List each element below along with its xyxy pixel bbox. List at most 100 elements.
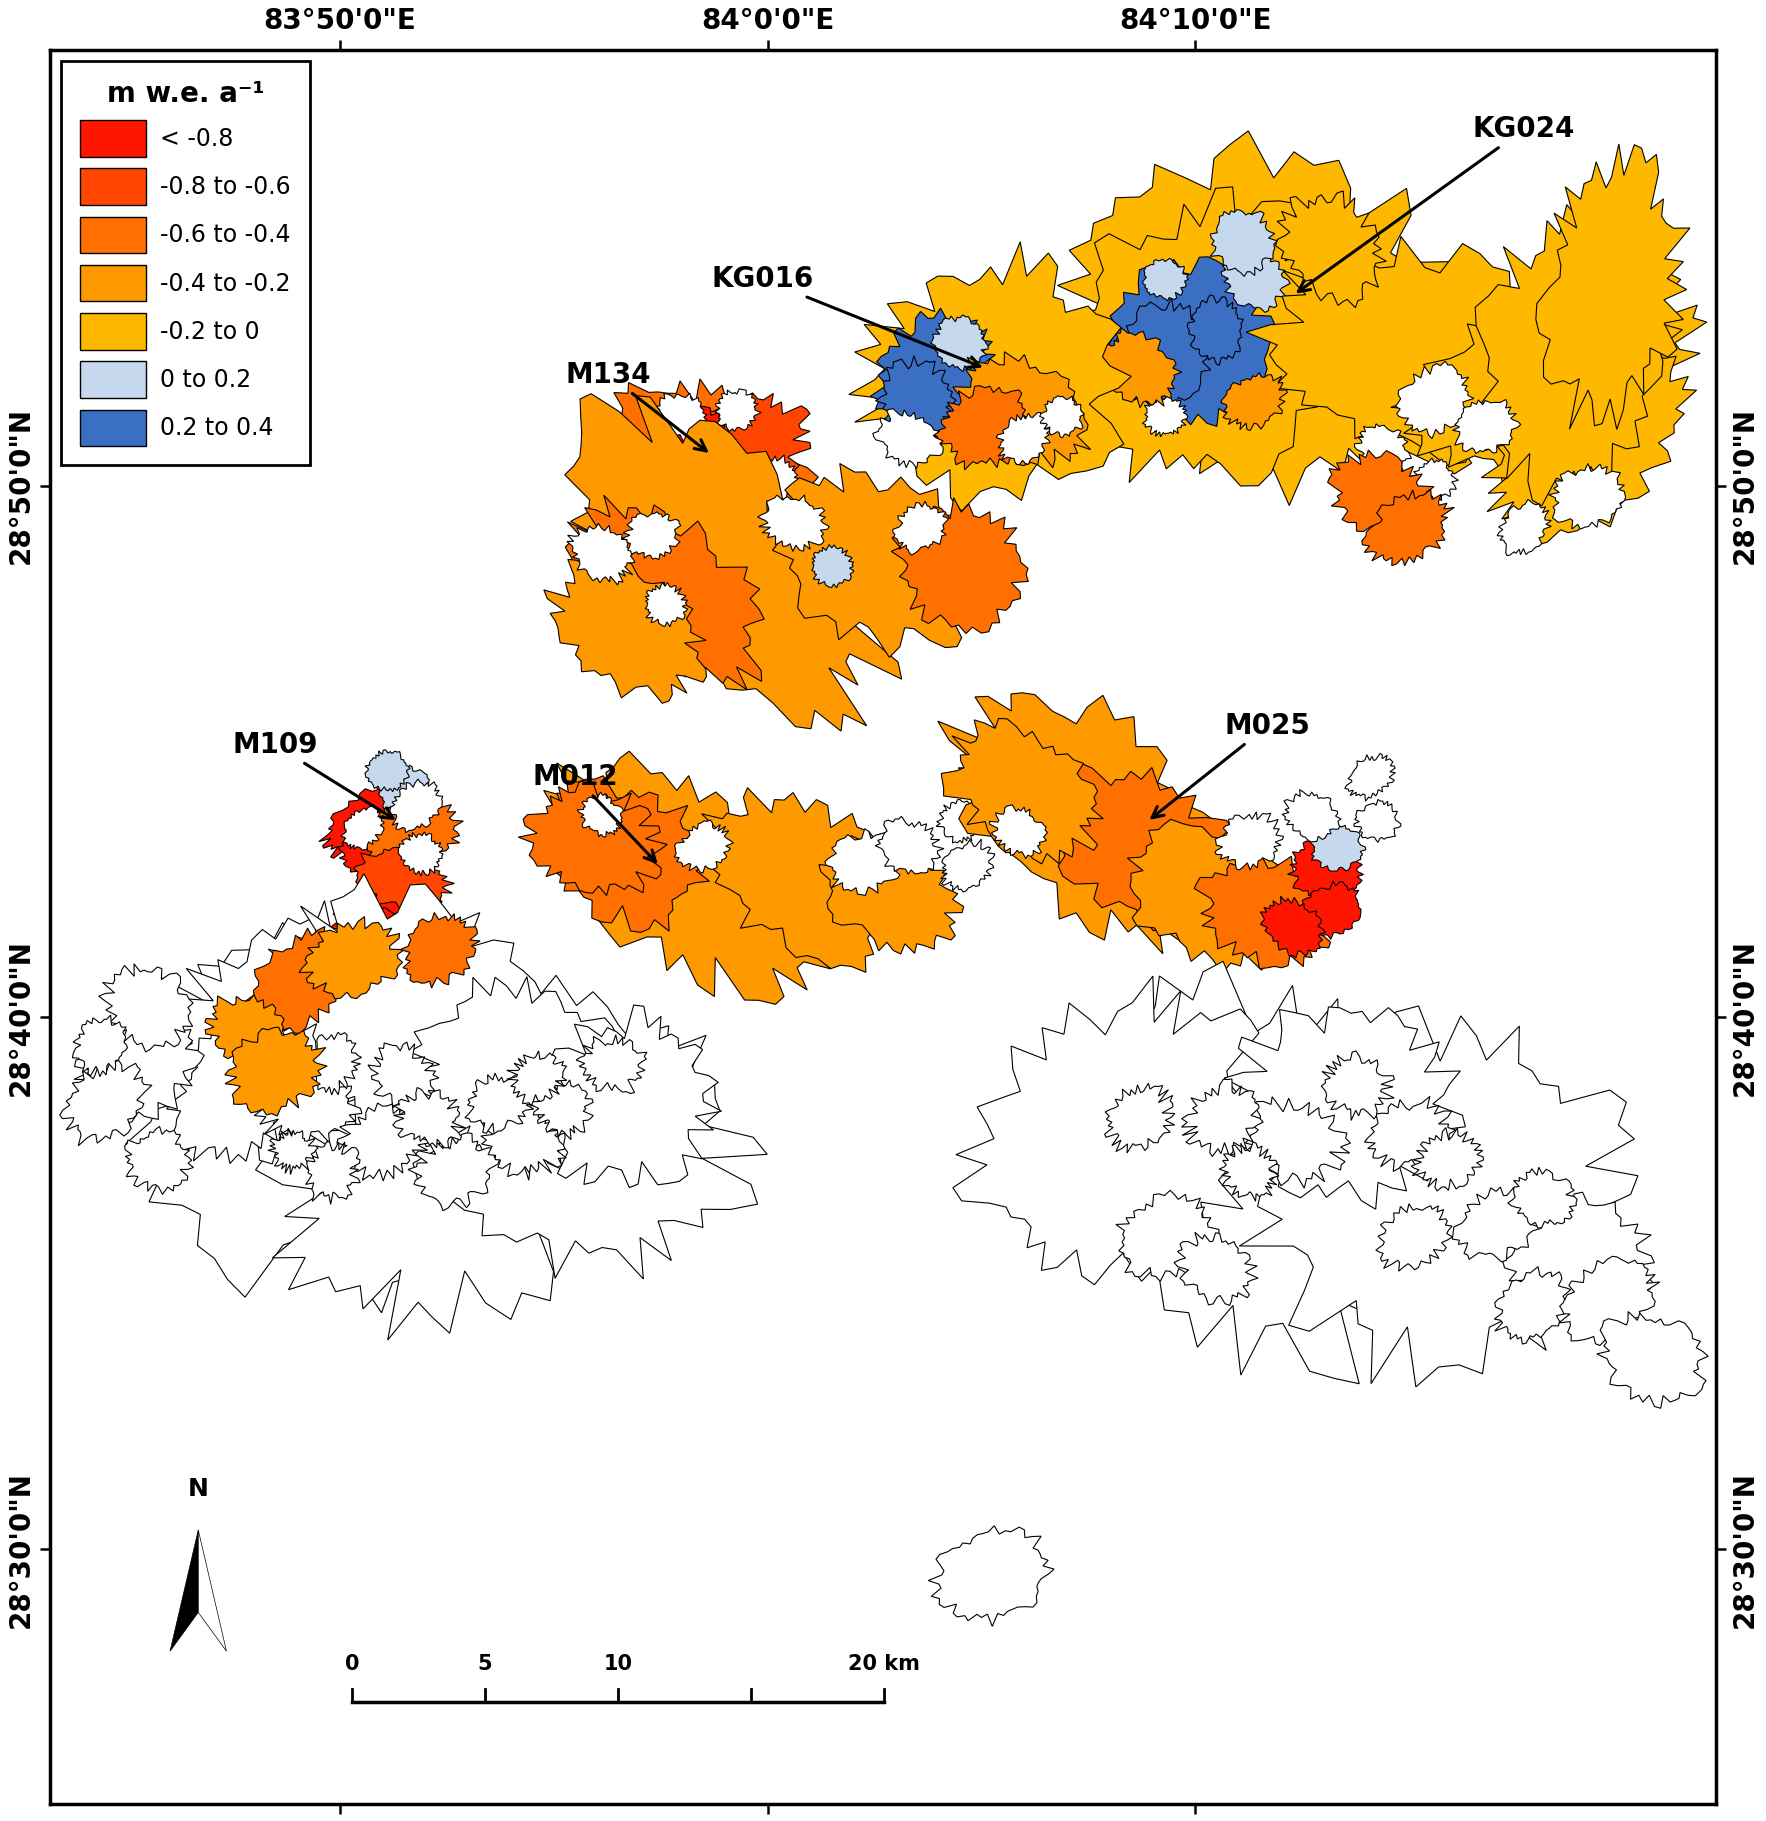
Polygon shape xyxy=(682,479,738,534)
Polygon shape xyxy=(1261,896,1326,958)
Polygon shape xyxy=(1376,1204,1452,1271)
Polygon shape xyxy=(286,1060,376,1133)
Polygon shape xyxy=(1109,257,1277,426)
Polygon shape xyxy=(1411,1127,1483,1191)
Polygon shape xyxy=(268,1129,318,1175)
Polygon shape xyxy=(1116,1191,1219,1282)
Polygon shape xyxy=(1411,459,1459,503)
Polygon shape xyxy=(1346,754,1395,801)
Polygon shape xyxy=(872,408,943,468)
Polygon shape xyxy=(1558,1256,1660,1346)
Polygon shape xyxy=(1210,209,1277,277)
Polygon shape xyxy=(1596,1311,1708,1408)
Text: 0: 0 xyxy=(344,1653,360,1673)
Legend: < -0.8, -0.8 to -0.6, -0.6 to -0.4, -0.4 to -0.2, -0.2 to 0, 0 to 0.2, 0.2 to 0.: < -0.8, -0.8 to -0.6, -0.6 to -0.4, -0.4… xyxy=(62,62,311,464)
Polygon shape xyxy=(480,1102,567,1176)
Polygon shape xyxy=(1038,761,1254,951)
Text: M025: M025 xyxy=(1151,712,1310,818)
Polygon shape xyxy=(1296,881,1362,940)
Polygon shape xyxy=(646,481,694,524)
Polygon shape xyxy=(894,501,948,555)
Polygon shape xyxy=(565,393,902,732)
Polygon shape xyxy=(1494,1193,1655,1320)
Polygon shape xyxy=(668,393,811,503)
Polygon shape xyxy=(1224,1007,1466,1209)
Polygon shape xyxy=(256,980,645,1340)
Polygon shape xyxy=(1220,373,1287,430)
Polygon shape xyxy=(517,779,668,896)
Polygon shape xyxy=(332,880,442,941)
Polygon shape xyxy=(989,805,1047,858)
Polygon shape xyxy=(652,393,708,443)
Polygon shape xyxy=(300,1022,415,1107)
Polygon shape xyxy=(125,901,533,1313)
Text: KG024: KG024 xyxy=(1298,115,1575,291)
Polygon shape xyxy=(954,976,1268,1286)
Polygon shape xyxy=(125,1127,194,1195)
Polygon shape xyxy=(941,719,1104,863)
Polygon shape xyxy=(170,1530,198,1652)
Polygon shape xyxy=(1508,1167,1577,1227)
Polygon shape xyxy=(533,776,715,932)
Polygon shape xyxy=(1321,1051,1395,1120)
Polygon shape xyxy=(1143,395,1189,437)
Polygon shape xyxy=(1536,144,1690,430)
Polygon shape xyxy=(849,242,1132,512)
Polygon shape xyxy=(408,1133,500,1211)
Polygon shape xyxy=(1104,1083,1174,1153)
Polygon shape xyxy=(254,1056,362,1145)
Polygon shape xyxy=(954,351,1091,468)
Polygon shape xyxy=(1287,839,1363,905)
Polygon shape xyxy=(892,497,1028,634)
Text: N: N xyxy=(187,1477,208,1501)
Polygon shape xyxy=(941,839,994,892)
Polygon shape xyxy=(701,788,920,972)
Polygon shape xyxy=(1494,1267,1572,1344)
Polygon shape xyxy=(938,692,1236,954)
Polygon shape xyxy=(1040,395,1084,437)
Polygon shape xyxy=(819,834,964,954)
Polygon shape xyxy=(1187,295,1243,366)
Polygon shape xyxy=(314,974,440,1074)
Polygon shape xyxy=(1362,490,1455,566)
Polygon shape xyxy=(530,1080,593,1140)
Polygon shape xyxy=(392,1087,466,1147)
Polygon shape xyxy=(996,412,1053,464)
Polygon shape xyxy=(166,1003,316,1164)
Polygon shape xyxy=(72,1014,127,1076)
Polygon shape xyxy=(1282,790,1340,841)
Polygon shape xyxy=(812,544,855,588)
Polygon shape xyxy=(622,512,682,559)
Polygon shape xyxy=(507,1051,567,1105)
Polygon shape xyxy=(358,907,436,963)
Polygon shape xyxy=(1044,961,1491,1384)
Polygon shape xyxy=(1355,424,1411,475)
Text: 20 km: 20 km xyxy=(848,1653,920,1673)
Polygon shape xyxy=(320,774,427,858)
Polygon shape xyxy=(344,938,447,1020)
Polygon shape xyxy=(1058,131,1489,506)
Polygon shape xyxy=(399,976,618,1180)
Text: M134: M134 xyxy=(565,361,706,452)
Polygon shape xyxy=(743,455,802,506)
Polygon shape xyxy=(1275,191,1386,308)
Polygon shape xyxy=(1293,217,1346,268)
Polygon shape xyxy=(1355,799,1400,843)
Text: KG016: KG016 xyxy=(712,266,980,368)
Polygon shape xyxy=(715,388,761,432)
Polygon shape xyxy=(60,1062,152,1145)
Polygon shape xyxy=(1215,812,1284,870)
Polygon shape xyxy=(99,963,192,1053)
Polygon shape xyxy=(1328,450,1443,541)
Polygon shape xyxy=(376,765,433,812)
Text: M012: M012 xyxy=(532,763,655,861)
Polygon shape xyxy=(1310,823,1365,870)
Polygon shape xyxy=(339,834,413,885)
Polygon shape xyxy=(1452,1187,1547,1262)
Polygon shape xyxy=(936,799,984,843)
Polygon shape xyxy=(1174,1233,1257,1306)
Polygon shape xyxy=(876,816,945,874)
Polygon shape xyxy=(367,1042,440,1113)
Text: M109: M109 xyxy=(233,730,394,818)
Polygon shape xyxy=(766,464,1007,657)
